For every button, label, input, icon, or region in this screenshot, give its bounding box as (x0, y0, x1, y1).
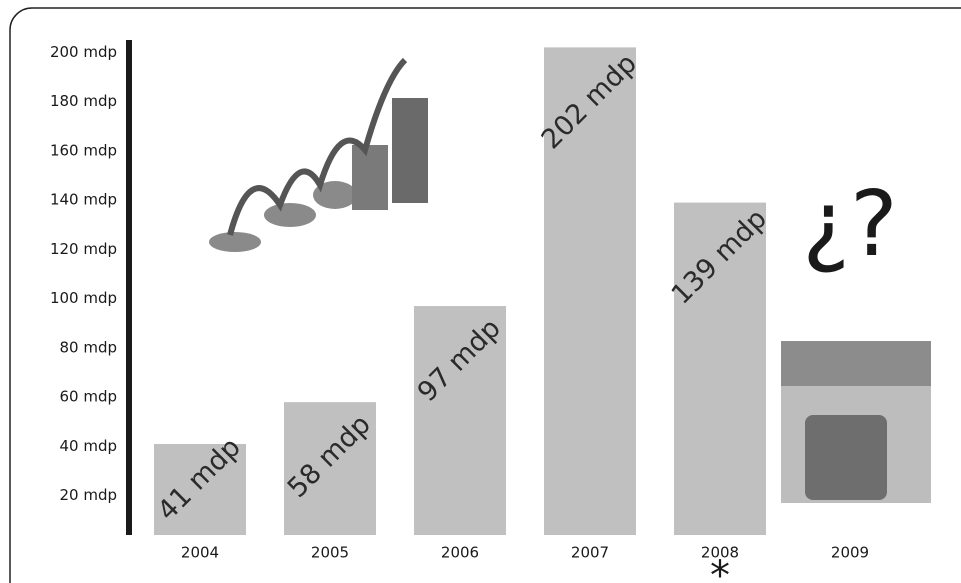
y-tick-label: 200 mdp (50, 43, 117, 61)
y-tick-label: 80 mdp (59, 338, 117, 356)
y-tick-label: 120 mdp (50, 240, 117, 258)
x-tick-label: 2004 (181, 544, 219, 562)
bar (284, 402, 376, 535)
y-tick-label: 20 mdp (59, 486, 117, 504)
coins-illustration (209, 57, 428, 252)
y-tick-label: 40 mdp (59, 437, 117, 455)
frame (9, 7, 961, 583)
bar (154, 444, 246, 535)
bar (544, 47, 636, 535)
x-tick-label: 2005 (311, 544, 349, 562)
y-tick-label: 160 mdp (50, 141, 117, 159)
x-tick-label: 2006 (441, 544, 479, 562)
x-tick-label: 2007 (571, 544, 609, 562)
bar (674, 202, 766, 535)
y-tick-label: 140 mdp (50, 191, 117, 209)
y-tick-label: 60 mdp (59, 388, 117, 406)
annotation: * (710, 553, 730, 583)
bus-illustration (781, 341, 931, 503)
y-tick-label: 100 mdp (50, 289, 117, 307)
bar (414, 306, 506, 535)
x-tick-label: 2009 (831, 544, 869, 562)
annotation: ¿? (802, 172, 898, 277)
x-tick-label: 2008 (701, 544, 739, 562)
y-tick-label: 180 mdp (50, 92, 117, 110)
